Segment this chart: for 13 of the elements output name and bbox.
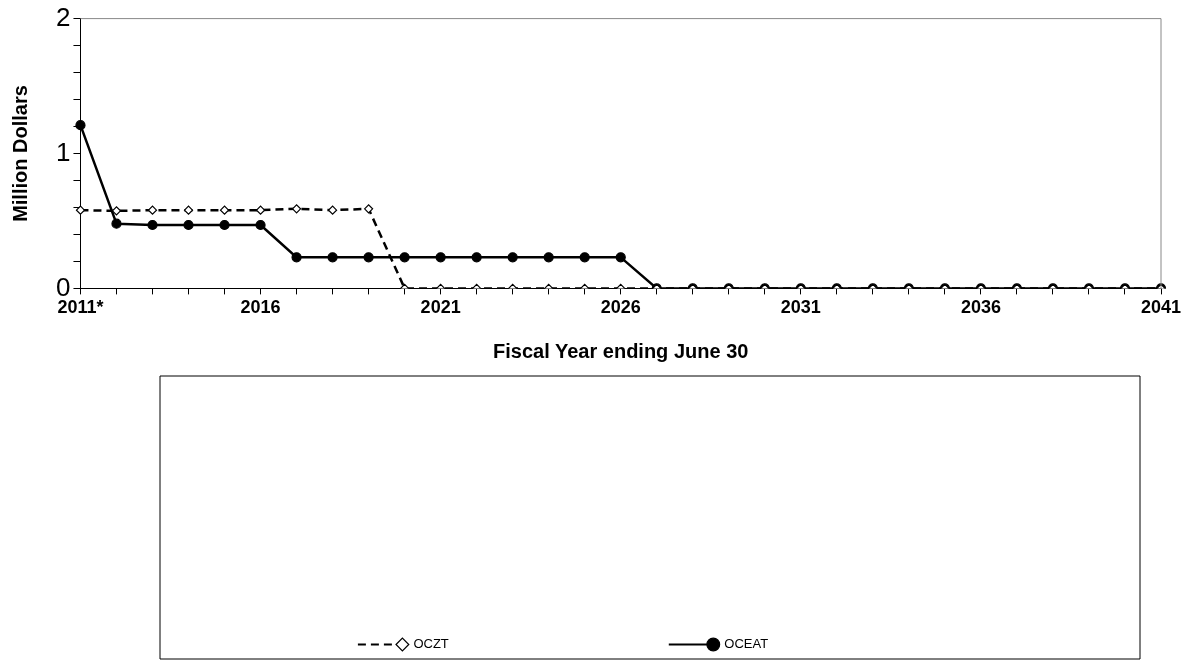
x-axis-title: Fiscal Year ending June 30 [493, 339, 749, 362]
x-tick-label: 2041 [1140, 297, 1182, 318]
x-tick-label: 2026 [600, 297, 641, 318]
legend-label: OCEAT [724, 636, 769, 652]
legend-label: OCZT [413, 636, 449, 652]
y-tick-label: 1 [55, 136, 71, 167]
x-tick-label: 2036 [960, 297, 1001, 318]
x-tick-label: 2031 [780, 297, 821, 318]
x-tick-label: 2011* [57, 297, 104, 318]
x-tick-label: 2016 [240, 297, 281, 318]
x-tick-label: 2021 [420, 297, 461, 318]
y-tick-label: 2 [55, 1, 71, 32]
y-axis-title: Million Dollars [8, 85, 31, 222]
